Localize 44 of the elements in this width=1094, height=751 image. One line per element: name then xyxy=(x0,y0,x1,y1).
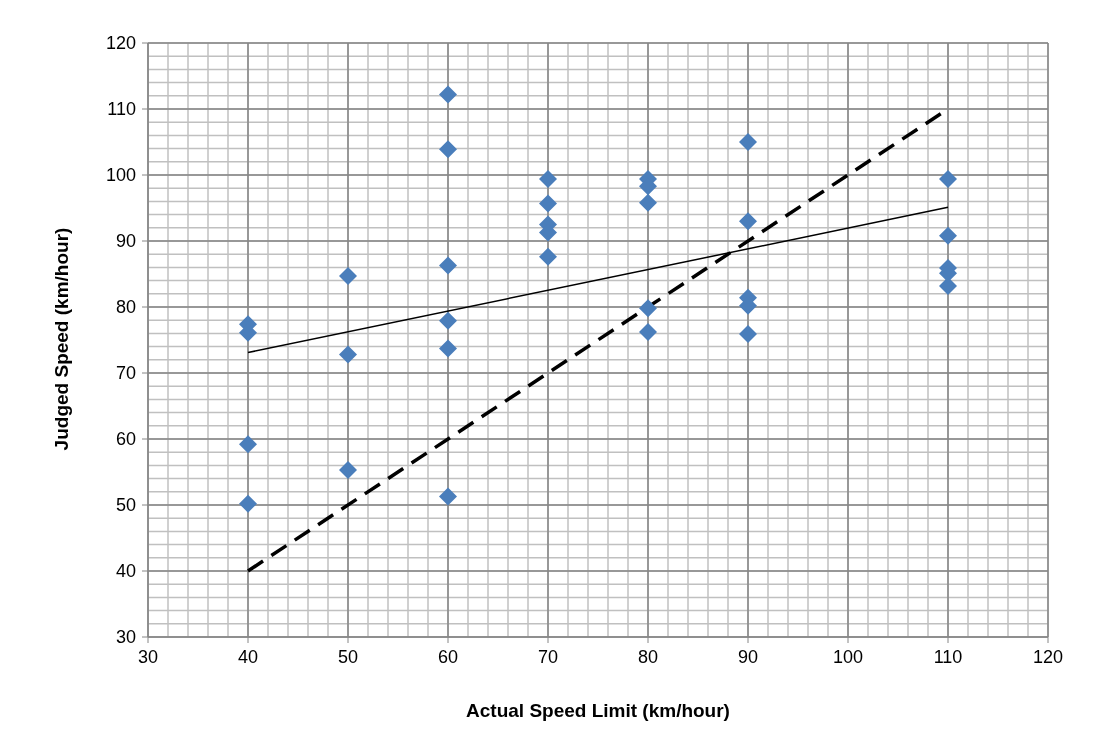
point xyxy=(339,266,357,285)
x-tick-label: 120 xyxy=(1032,647,1064,667)
y-tick-label: 30 xyxy=(115,627,136,647)
x-tick-label: 100 xyxy=(832,647,864,667)
x-tick-label: 70 xyxy=(537,647,559,667)
point xyxy=(339,461,357,480)
point xyxy=(639,193,657,212)
point xyxy=(339,345,357,364)
y-tick-label: 60 xyxy=(115,429,136,449)
point xyxy=(439,339,457,358)
x-tick-label: 40 xyxy=(237,647,259,667)
point xyxy=(639,299,657,318)
point xyxy=(939,169,957,188)
x-tick-label: 110 xyxy=(933,647,963,667)
x-tick-label: 80 xyxy=(637,647,659,667)
point xyxy=(439,85,457,104)
point xyxy=(539,194,557,213)
y-axis-title: Judged Speed (km/hour) xyxy=(51,226,73,453)
y-tick-label: 100 xyxy=(105,165,136,185)
point xyxy=(439,311,457,330)
y-tick-label: 40 xyxy=(115,561,136,581)
point xyxy=(439,256,457,275)
point xyxy=(739,133,757,151)
point xyxy=(539,169,557,188)
x-tick-label: 50 xyxy=(337,647,359,667)
x-tick-label: 60 xyxy=(437,647,459,667)
x-axis-title: Actual Speed Limit (km/hour) xyxy=(465,700,731,722)
point xyxy=(639,323,657,342)
x-tick-label: 30 xyxy=(137,647,159,667)
point xyxy=(739,212,757,231)
point xyxy=(439,487,457,506)
y-tick-label: 120 xyxy=(105,33,136,53)
point xyxy=(939,226,957,245)
y-tick-label: 110 xyxy=(107,99,136,119)
point xyxy=(739,325,757,344)
point xyxy=(239,494,257,513)
y-tick-label: 50 xyxy=(115,495,136,515)
point xyxy=(439,140,457,159)
point xyxy=(539,247,557,266)
y-tick-label: 70 xyxy=(115,363,136,383)
y-tick-label: 90 xyxy=(115,231,136,251)
point xyxy=(239,435,257,454)
y-tick-label: 80 xyxy=(115,297,136,317)
x-tick-label: 90 xyxy=(737,647,759,667)
